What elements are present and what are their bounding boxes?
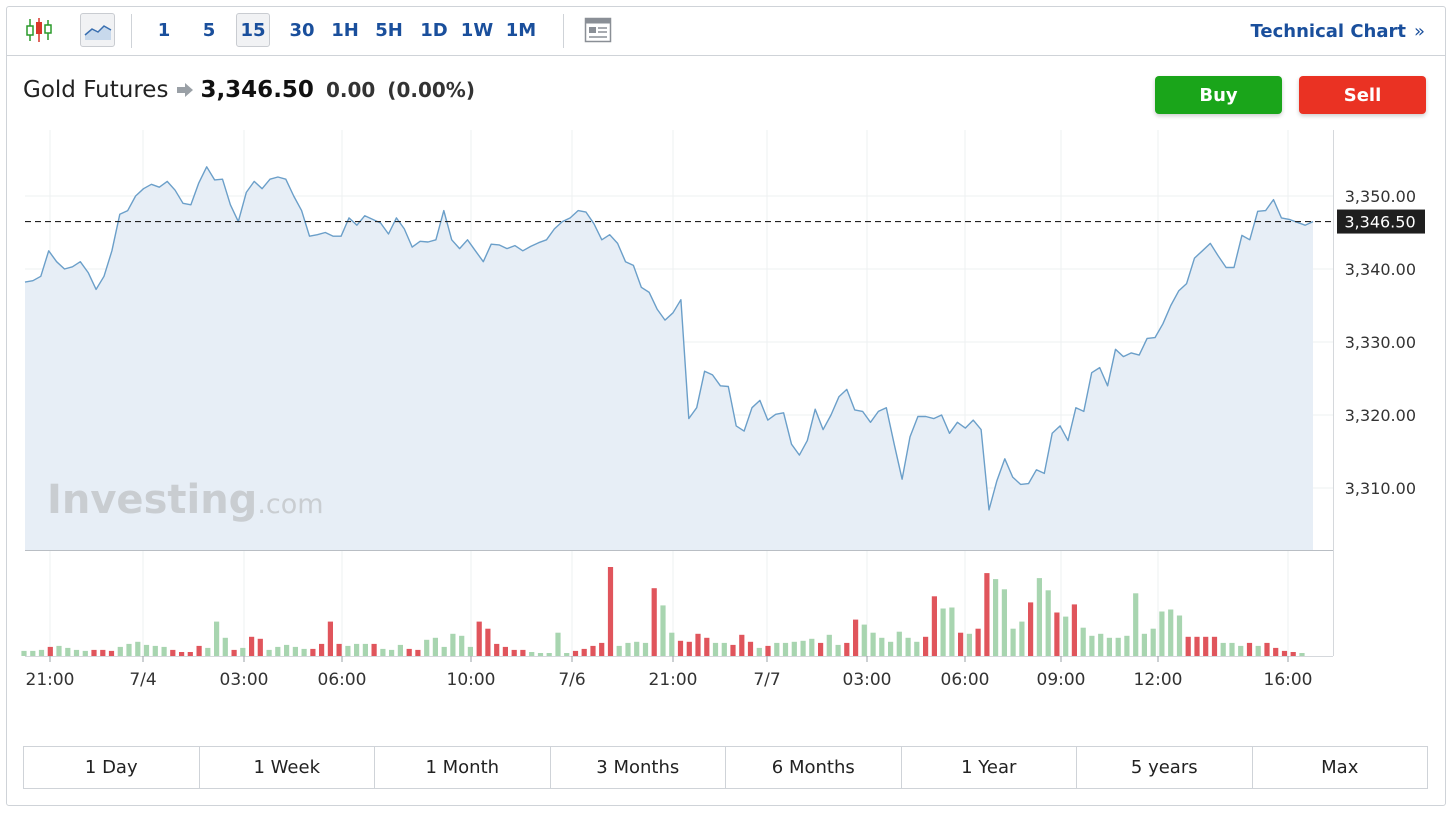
interval-1d[interactable]: 1D [420, 19, 448, 41]
area-chart-icon[interactable] [80, 13, 115, 47]
chart-toolbar: 1 5 15 30 1H 5H 1D 1W 1M Technical Chart » [7, 7, 1445, 56]
toolbar-separator [563, 14, 564, 48]
technical-chart-link[interactable]: Technical Chart » [1251, 18, 1426, 44]
period-1-week[interactable]: 1 Week [200, 747, 375, 788]
chart-widget-frame [6, 6, 1446, 806]
interval-15[interactable]: 15 [236, 13, 270, 47]
period-1-year[interactable]: 1 Year [902, 747, 1077, 788]
news-overlay-icon[interactable] [583, 13, 613, 47]
period-6-months[interactable]: 6 Months [726, 747, 902, 788]
toolbar-separator [131, 14, 132, 48]
last-price: 3,346.50 [200, 77, 314, 103]
interval-1[interactable]: 1 [157, 19, 171, 41]
interval-1m[interactable]: 1M [505, 19, 537, 41]
double-chevron-right-icon: » [1413, 20, 1425, 42]
period-1-month[interactable]: 1 Month [375, 747, 551, 788]
price-change: 0.00 [325, 78, 376, 102]
period-selector: 1 Day 1 Week 1 Month 3 Months 6 Months 1 Year… [23, 746, 1428, 789]
interval-1h[interactable]: 1H [331, 19, 359, 41]
period-1-day[interactable]: 1 Day [24, 747, 200, 788]
technical-chart-label: Technical Chart [1250, 20, 1406, 42]
interval-1w[interactable]: 1W [460, 19, 494, 41]
sell-button[interactable]: Sell [1299, 76, 1426, 114]
instrument-header: Gold Futures 3,346.50 0.00 (0.00%) [23, 74, 475, 106]
arrow-right-icon [176, 82, 194, 98]
instrument-name: Gold Futures [23, 77, 169, 103]
period-3-months[interactable]: 3 Months [551, 747, 726, 788]
candlestick-icon[interactable] [23, 13, 55, 47]
period-max[interactable]: Max [1321, 757, 1359, 778]
price-change-percent: (0.00%) [387, 78, 475, 102]
interval-30[interactable]: 30 [289, 19, 315, 41]
period-5-years[interactable]: 5 years [1077, 747, 1253, 788]
buy-button[interactable]: Buy [1155, 76, 1282, 114]
interval-5h[interactable]: 5H [375, 19, 403, 41]
interval-5[interactable]: 5 [202, 19, 216, 41]
